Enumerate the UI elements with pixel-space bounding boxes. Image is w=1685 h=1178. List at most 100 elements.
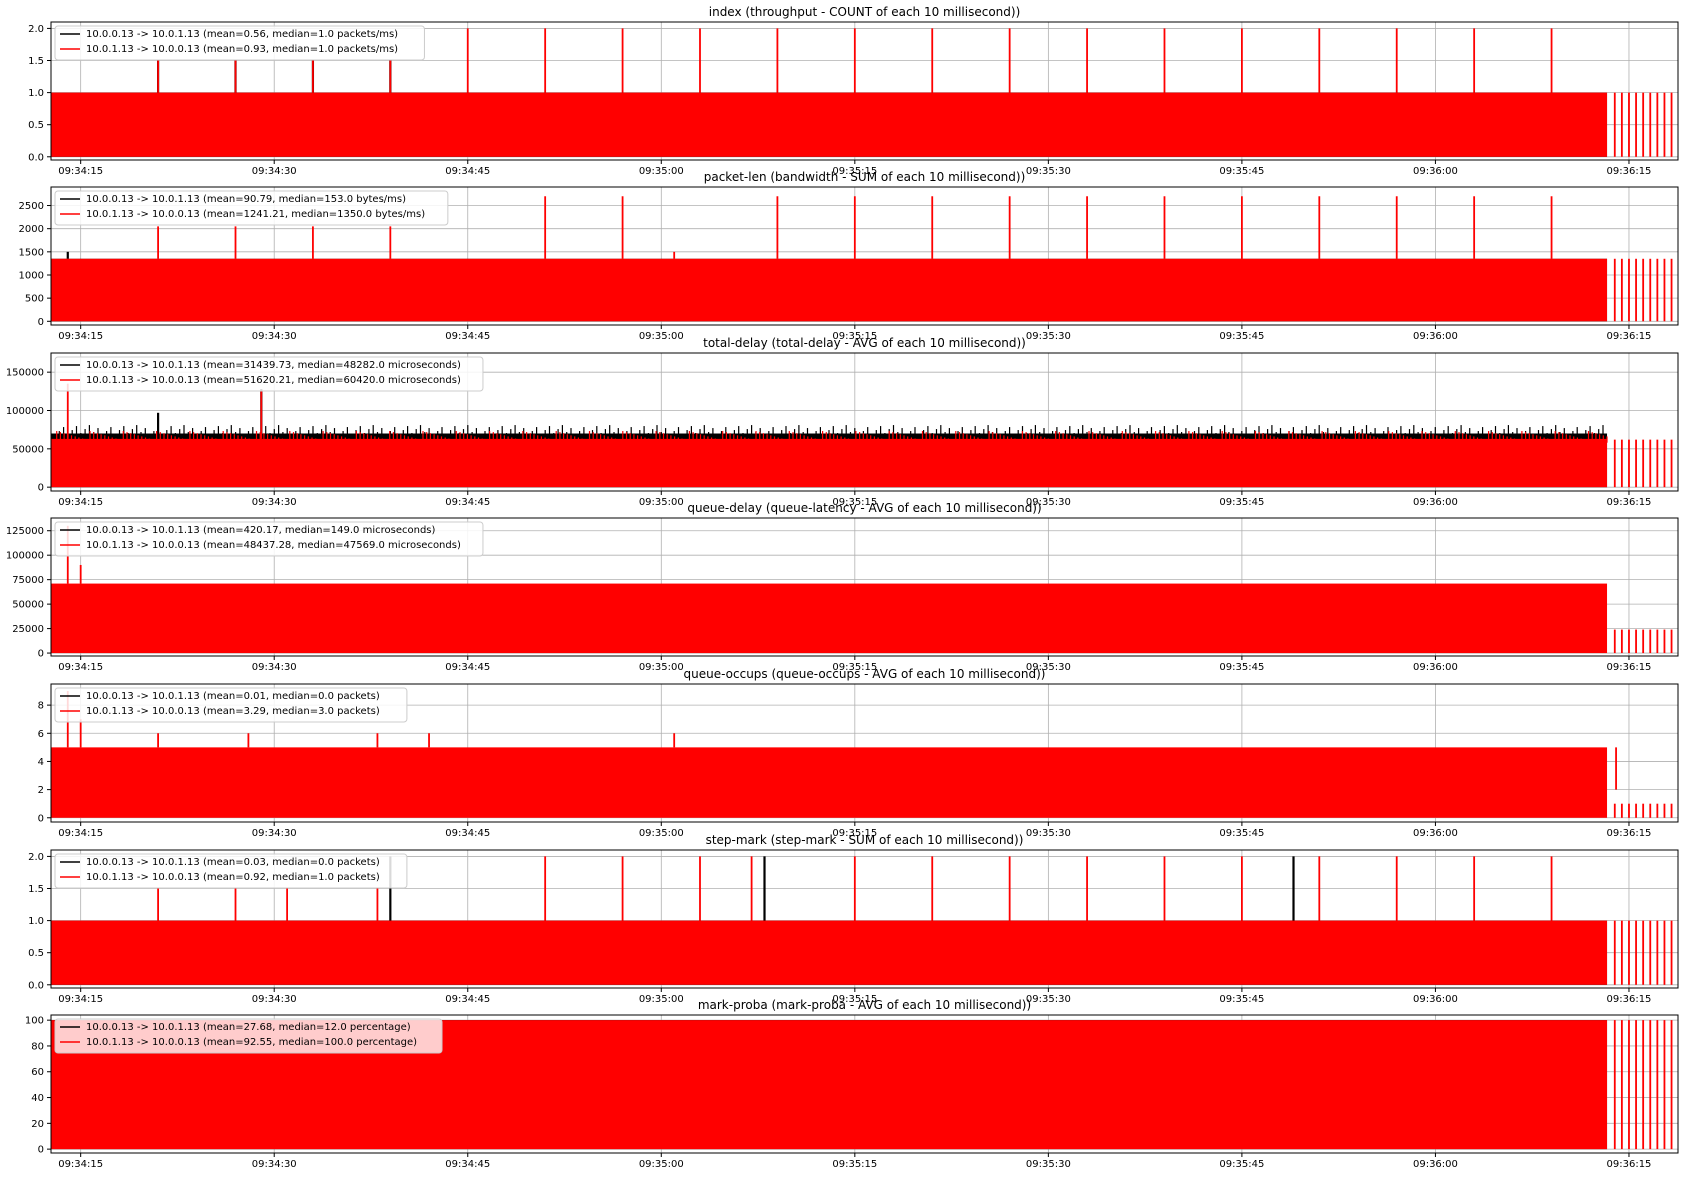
legend-box <box>54 1018 443 1054</box>
y-tick-label: 2500 <box>19 201 44 212</box>
x-tick-label: 09:35:30 <box>1026 497 1071 508</box>
y-tick-label: 150000 <box>6 368 44 379</box>
x-tick-label: 09:35:00 <box>639 662 684 673</box>
y-tick-label: 500 <box>25 294 44 305</box>
subplot-title: packet-len (bandwidth - SUM of each 10 m… <box>704 170 1026 184</box>
x-tick-label: 09:35:30 <box>1026 662 1071 673</box>
x-tick-label: 09:36:15 <box>1607 331 1652 342</box>
x-tick-label: 09:35:30 <box>1026 1159 1071 1170</box>
y-tick-label: 0 <box>38 483 44 494</box>
subplot-4: 09:34:15 09:34:30 09:34:45 09:35:00 09:35:15… <box>38 667 1679 839</box>
x-tick-label: 09:34:15 <box>58 166 103 177</box>
x-tick-label: 09:35:45 <box>1219 1159 1264 1170</box>
legend-box <box>54 687 408 723</box>
x-tick-label: 09:36:00 <box>1413 662 1458 673</box>
y-tick-label: 2 <box>38 785 44 796</box>
x-tick-label: 09:34:30 <box>252 994 297 1005</box>
y-tick-label: 1.0 <box>28 916 44 927</box>
legend-box <box>54 190 449 226</box>
series-fill <box>51 583 1608 654</box>
x-tick-label: 09:35:45 <box>1219 994 1264 1005</box>
x-tick-label: 09:35:30 <box>1026 166 1071 177</box>
subplot-1: 09:34:15 09:34:30 09:34:45 09:35:00 09:35:15… <box>19 170 1679 342</box>
x-tick-label: 09:36:00 <box>1413 994 1458 1005</box>
x-tick-label: 09:35:15 <box>832 166 877 177</box>
x-tick-label: 09:36:00 <box>1413 828 1458 839</box>
x-tick-label: 09:34:30 <box>252 331 297 342</box>
x-tick-label: 09:35:30 <box>1026 828 1071 839</box>
series-flow-2 <box>51 856 1673 985</box>
y-tick-label: 25000 <box>12 624 44 635</box>
legend-entry: 10.0.1.13 -> 10.0.0.13 (mean=92.55, medi… <box>86 1037 417 1048</box>
x-tick-label: 09:34:15 <box>58 828 103 839</box>
subplot-title: index (throughput - COUNT of each 10 mil… <box>709 5 1021 19</box>
y-tick-label: 0 <box>38 1145 44 1156</box>
y-tick-label: 75000 <box>12 575 44 586</box>
x-tick-label: 09:35:30 <box>1026 331 1071 342</box>
y-tick-label: 1.5 <box>28 56 44 67</box>
x-tick-label: 09:36:15 <box>1607 828 1652 839</box>
x-tick-label: 09:35:00 <box>639 828 684 839</box>
series-flow-2 <box>51 691 1673 818</box>
x-tick-label: 09:36:15 <box>1607 994 1652 1005</box>
legend-entry: 10.0.1.13 -> 10.0.0.13 (mean=48437.28, m… <box>86 540 461 551</box>
axes-frame <box>50 21 1679 161</box>
axes-frame <box>50 1014 1679 1154</box>
subplot-5: 09:34:15 09:34:30 09:34:45 09:35:00 09:35:15… <box>28 833 1679 1005</box>
legend-entry: 10.0.1.13 -> 10.0.0.13 (mean=3.29, media… <box>86 706 380 717</box>
x-tick-label: 09:34:45 <box>445 331 490 342</box>
series-flow-2 <box>51 196 1673 322</box>
subplot-title: step-mark (step-mark - SUM of each 10 mi… <box>706 833 1024 847</box>
x-tick-label: 09:35:00 <box>639 331 684 342</box>
x-tick-label: 09:34:15 <box>58 994 103 1005</box>
series-fill <box>51 747 1608 818</box>
series-fill <box>51 438 1608 488</box>
y-tick-label: 0.0 <box>28 152 44 163</box>
y-tick-label: 100000 <box>6 551 44 562</box>
x-tick-label: 09:35:45 <box>1219 662 1264 673</box>
y-tick-label: 0 <box>38 317 44 328</box>
subplot-6: 09:34:15 09:34:30 09:34:45 09:35:00 09:35:15… <box>25 998 1679 1170</box>
series-fill <box>51 920 1608 985</box>
series-fill <box>51 92 1608 157</box>
x-tick-label: 09:35:00 <box>639 1159 684 1170</box>
x-tick-label: 09:34:15 <box>58 662 103 673</box>
legend: 10.0.0.13 -> 10.0.1.13 (mean=420.17, med… <box>54 521 484 557</box>
legend-entry: 10.0.1.13 -> 10.0.0.13 (mean=51620.21, m… <box>86 375 461 386</box>
legend-box <box>54 25 425 61</box>
x-tick-label: 09:36:00 <box>1413 331 1458 342</box>
x-tick-label: 09:36:00 <box>1413 1159 1458 1170</box>
axes-frame <box>50 849 1679 989</box>
legend-entry: 10.0.0.13 -> 10.0.1.13 (mean=0.01, media… <box>86 691 380 702</box>
x-tick-label: 09:34:15 <box>58 1159 103 1170</box>
x-tick-label: 09:34:30 <box>252 166 297 177</box>
y-tick-label: 2000 <box>19 224 44 235</box>
x-tick-label: 09:36:15 <box>1607 166 1652 177</box>
x-tick-label: 09:35:45 <box>1219 166 1264 177</box>
y-tick-label: 1000 <box>19 270 44 281</box>
x-tick-label: 09:34:45 <box>445 828 490 839</box>
y-tick-label: 2.0 <box>28 24 44 35</box>
y-tick-label: 1.5 <box>28 884 44 895</box>
x-tick-label: 09:36:15 <box>1607 662 1652 673</box>
x-tick-label: 09:34:30 <box>252 662 297 673</box>
series-flow-2 <box>51 28 1673 157</box>
subplot-0: 09:34:15 09:34:30 09:34:45 09:35:00 09:35:15… <box>28 5 1679 177</box>
x-tick-label: 09:35:15 <box>832 828 877 839</box>
y-tick-label: 0 <box>38 813 44 824</box>
x-tick-label: 09:34:15 <box>58 497 103 508</box>
y-tick-label: 100 <box>25 1016 44 1027</box>
legend-entry: 10.0.1.13 -> 10.0.0.13 (mean=1241.21, me… <box>86 209 425 220</box>
y-tick-label: 60 <box>31 1067 44 1078</box>
x-tick-label: 09:35:45 <box>1219 497 1264 508</box>
y-tick-label: 80 <box>31 1041 44 1052</box>
axes-frame <box>50 186 1679 326</box>
y-tick-label: 2.0 <box>28 852 44 863</box>
y-tick-label: 1500 <box>19 247 44 258</box>
x-tick-label: 09:35:00 <box>639 497 684 508</box>
y-tick-label: 4 <box>38 757 44 768</box>
x-tick-label: 09:34:45 <box>445 166 490 177</box>
legend-entry: 10.0.0.13 -> 10.0.1.13 (mean=420.17, med… <box>86 525 436 536</box>
legend-entry: 10.0.0.13 -> 10.0.1.13 (mean=90.79, medi… <box>86 194 406 205</box>
legend: 10.0.0.13 -> 10.0.1.13 (mean=27.68, medi… <box>54 1018 443 1054</box>
